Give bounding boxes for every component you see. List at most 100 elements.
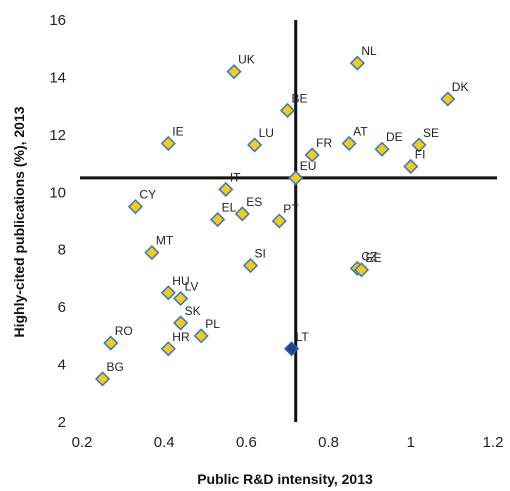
point-marker [288, 170, 304, 186]
x-tick-label: 0.2 [72, 434, 93, 451]
point-marker [242, 257, 259, 274]
point-marker [173, 290, 189, 307]
point-label: EL [222, 201, 237, 215]
point-marker [353, 262, 370, 278]
data-point-fr: FR [304, 136, 332, 163]
point-marker [411, 137, 427, 153]
point-label: HU [172, 274, 189, 288]
data-point-cy: CY [127, 188, 156, 215]
data-point-hu: HU [160, 274, 190, 301]
data-point-it: IT [218, 170, 241, 197]
point-marker [218, 181, 234, 197]
point-marker [341, 135, 357, 152]
point-label: LT [296, 330, 310, 344]
point-label: EE [365, 251, 381, 265]
point-marker [103, 335, 119, 351]
x-axis-label: Public R&D intensity, 2013 [197, 471, 373, 487]
point-label: EU [300, 159, 317, 173]
point-label: CY [139, 188, 156, 202]
y-axis-ticks: 2 4 6 8 10 12 14 16 [49, 12, 66, 431]
point-marker [94, 371, 111, 387]
point-marker [193, 328, 209, 344]
data-point-pt: PT [271, 202, 299, 229]
x-tick-label: 0.8 [318, 434, 339, 451]
x-axis-ticks: 0.2 0.4 0.6 0.8 1 1.2 [72, 434, 504, 451]
point-marker [374, 141, 390, 157]
data-point-fi: FI [403, 147, 426, 175]
point-label: BE [292, 91, 308, 105]
point-marker [234, 206, 250, 222]
y-tick-label: 4 [58, 357, 66, 374]
data-point-sk: SK [173, 304, 201, 331]
data-points: UK NL DK BE IE LU FR AT DE SE FI EU IT CY EL ES PT MT SI CZ… [94, 44, 469, 387]
point-label: CZ [361, 249, 377, 263]
data-point-ro: RO [103, 324, 133, 351]
point-label: NL [361, 44, 377, 58]
point-label: FR [316, 136, 332, 150]
point-label: DK [452, 80, 469, 94]
y-tick-label: 6 [58, 299, 66, 316]
point-label: IE [172, 124, 183, 138]
point-label: HR [172, 330, 190, 344]
point-label: LV [185, 280, 199, 294]
data-point-ie: IE [160, 124, 184, 152]
data-point-dk: DK [440, 80, 469, 107]
data-point-nl: NL [349, 44, 377, 71]
y-tick-label: 14 [49, 69, 66, 86]
point-label: SE [423, 126, 439, 140]
x-tick-label: 0.6 [236, 434, 257, 451]
point-marker [440, 91, 456, 107]
point-label: FI [415, 147, 426, 161]
data-point-lv: LV [173, 280, 199, 307]
point-marker [247, 137, 263, 153]
point-marker [160, 135, 176, 152]
point-label: DE [386, 130, 403, 144]
data-point-pl: PL [193, 317, 220, 344]
x-tick-label: 1.2 [483, 434, 504, 451]
x-tick-label: 1 [407, 434, 415, 451]
point-marker [271, 213, 287, 229]
point-marker [304, 147, 320, 163]
point-marker [173, 315, 189, 331]
data-point-hr: HR [160, 330, 190, 357]
point-marker [160, 341, 176, 357]
point-marker [210, 212, 226, 228]
data-point-be: BE [279, 91, 308, 119]
data-point-de: DE [374, 130, 403, 157]
data-point-lt: LT [284, 330, 310, 357]
data-point-eu: EU [288, 159, 317, 186]
reference-lines [80, 20, 497, 422]
data-point-at: AT [341, 124, 368, 152]
point-label: PL [205, 317, 220, 331]
data-point-mt: MT [144, 234, 174, 261]
point-label: PT [283, 202, 299, 216]
y-tick-label: 8 [58, 242, 66, 259]
point-label: LU [259, 126, 274, 140]
point-label: AT [353, 124, 368, 138]
y-tick-label: 12 [49, 127, 66, 144]
point-marker [349, 55, 365, 71]
y-tick-label: 10 [49, 184, 66, 201]
data-point-el: EL [210, 201, 237, 228]
point-label: IT [230, 170, 241, 184]
y-axis-label: Highly-cited publications (%), 2013 [11, 106, 27, 337]
point-marker [284, 341, 300, 357]
point-label: BG [107, 360, 124, 374]
point-label: SK [185, 304, 201, 318]
x-tick-label: 0.4 [154, 434, 175, 451]
y-tick-label: 16 [49, 12, 66, 29]
point-label: RO [115, 324, 133, 338]
point-label: SI [255, 247, 266, 261]
point-label: UK [238, 53, 255, 67]
data-point-es: ES [234, 195, 262, 222]
point-label: MT [156, 234, 174, 248]
point-marker [144, 245, 160, 261]
data-point-se: SE [411, 126, 439, 153]
y-tick-label: 2 [58, 414, 66, 431]
point-marker [279, 102, 296, 119]
data-point-si: SI [242, 247, 266, 274]
data-point-ee: EE [353, 251, 381, 278]
data-point-uk: UK [226, 53, 255, 80]
point-marker [127, 199, 143, 215]
